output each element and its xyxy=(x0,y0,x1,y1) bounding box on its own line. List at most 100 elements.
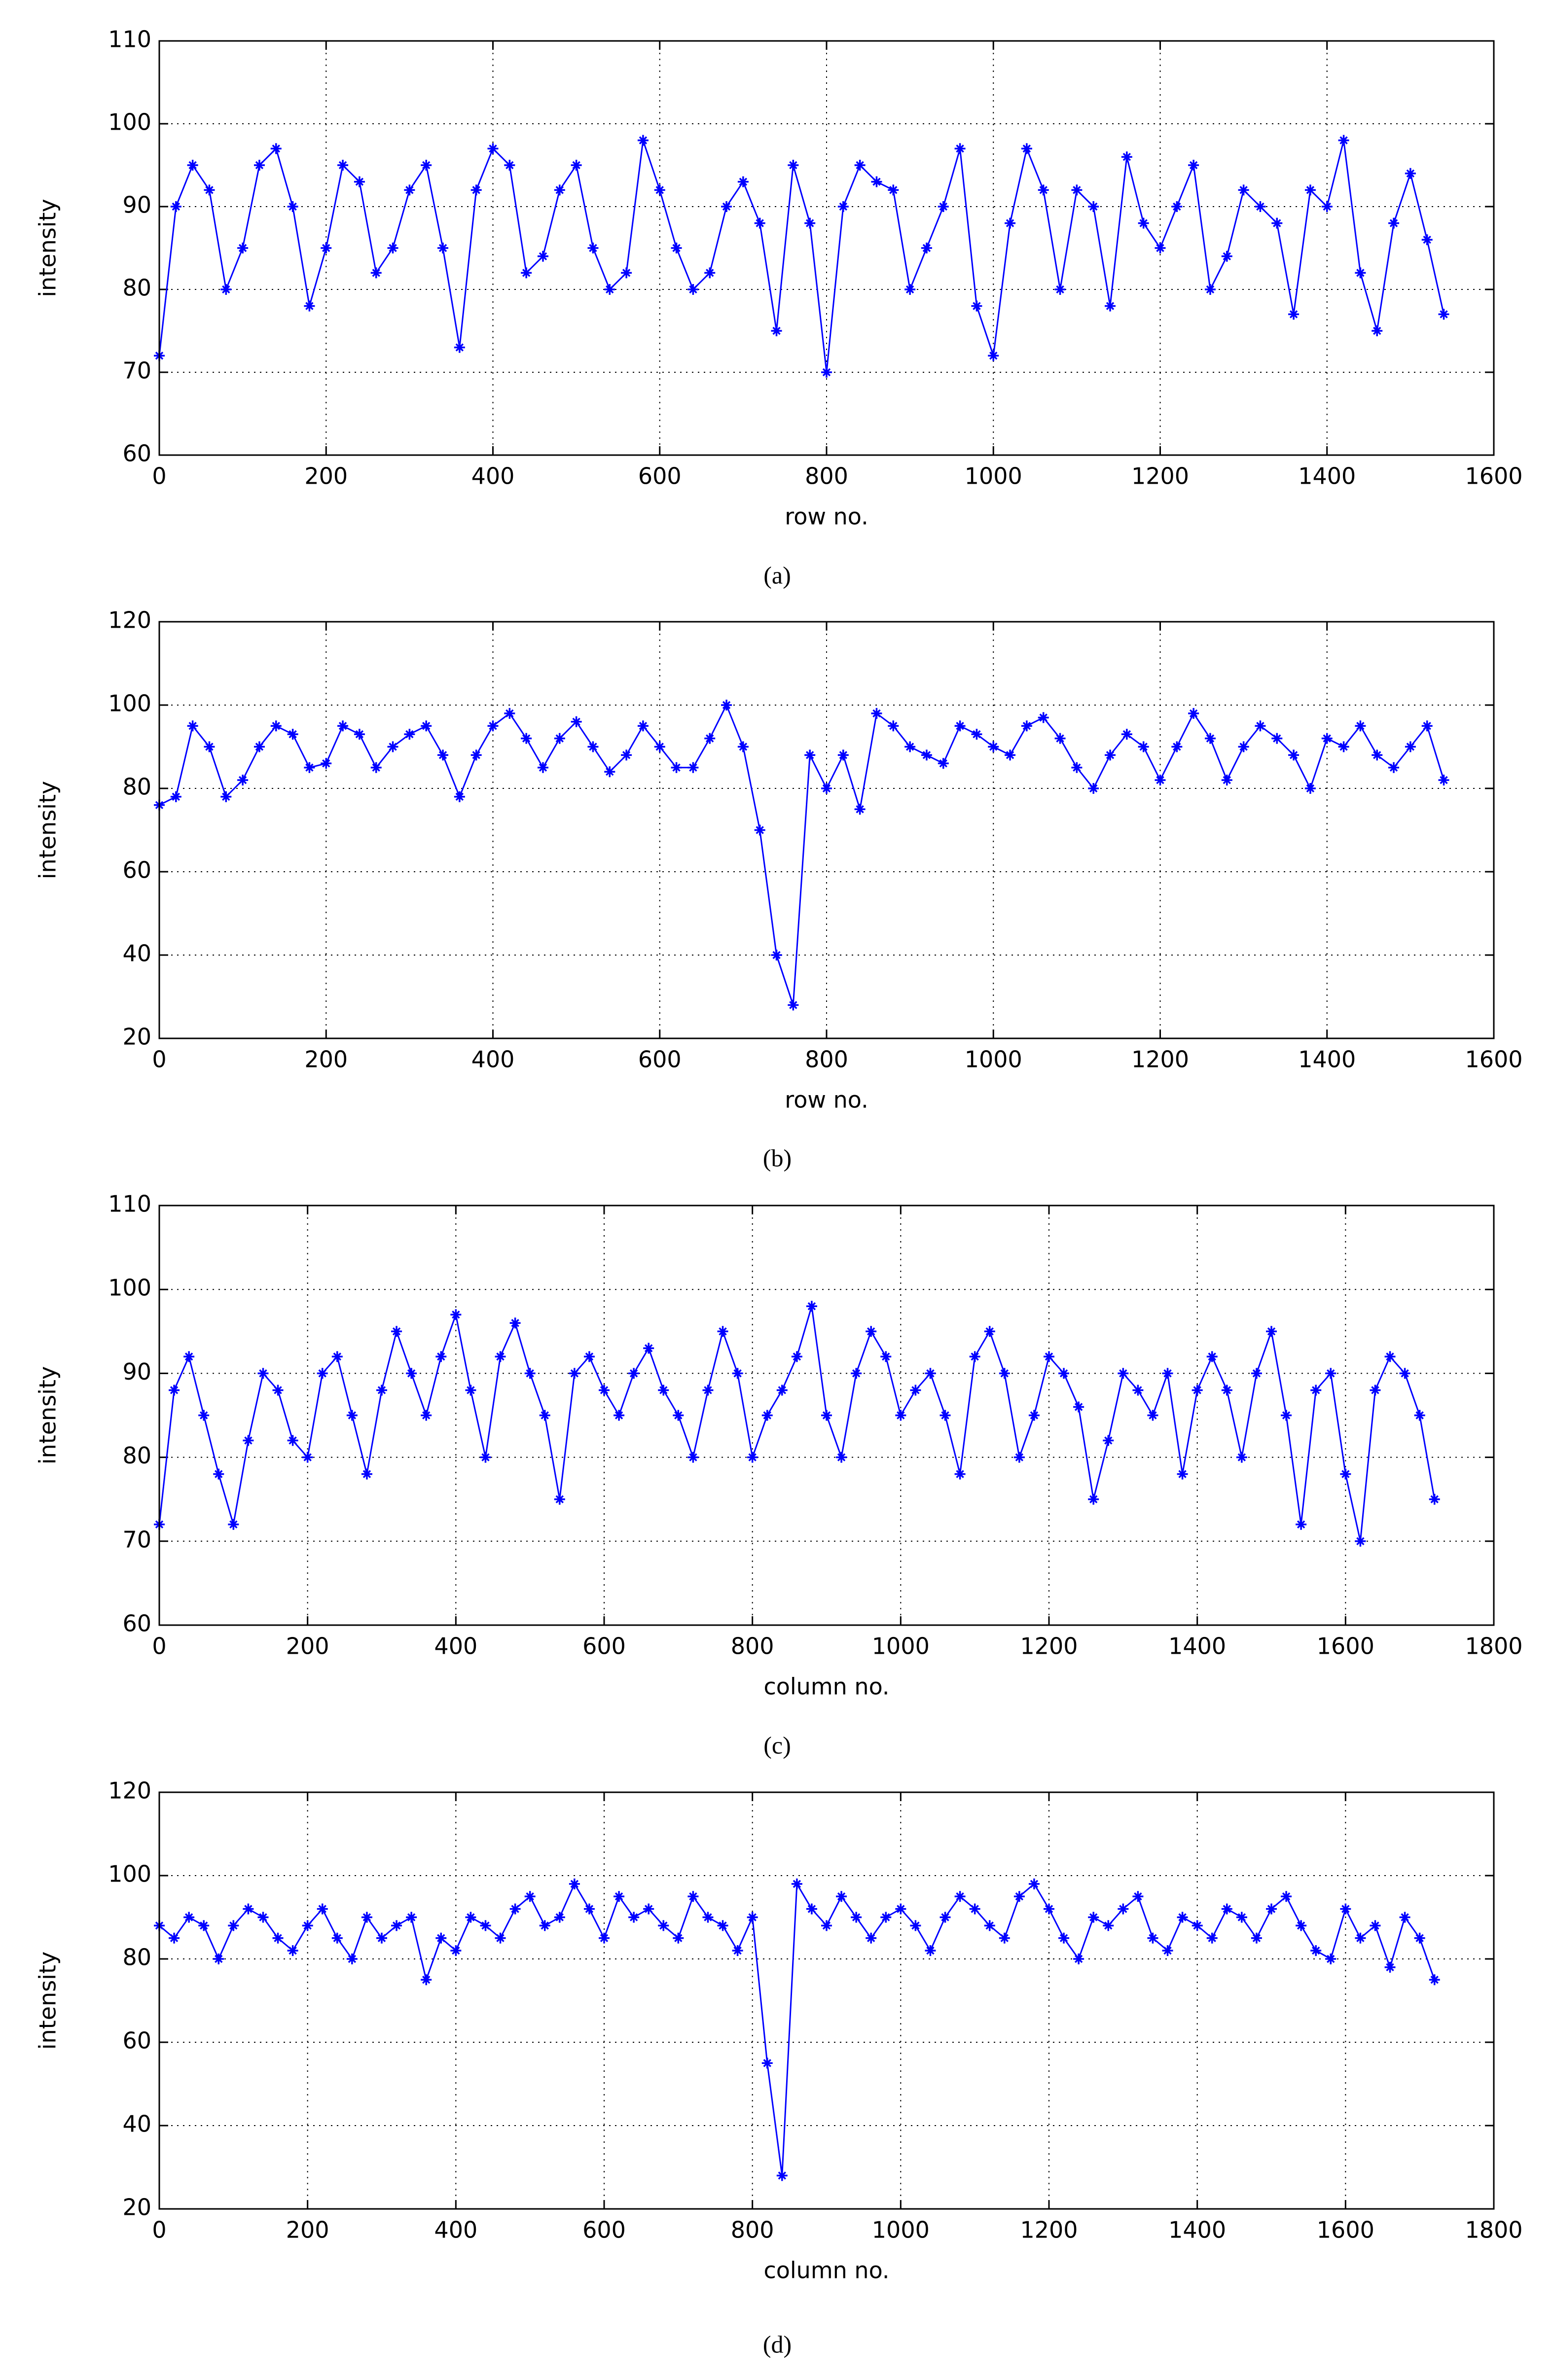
y-tick-label: 70 xyxy=(122,357,151,384)
data-marker xyxy=(470,184,482,196)
data-marker xyxy=(331,1932,343,1944)
data-marker xyxy=(317,1903,328,1915)
data-marker xyxy=(1192,1385,1203,1396)
x-tick-label: 800 xyxy=(731,2217,774,2243)
data-marker xyxy=(1162,1368,1173,1379)
x-tick-label: 1000 xyxy=(872,2217,930,2243)
data-marker xyxy=(1221,1903,1232,1915)
data-marker xyxy=(1088,1493,1099,1505)
data-marker xyxy=(524,1368,536,1379)
data-marker xyxy=(1238,184,1249,196)
data-marker xyxy=(999,1368,1010,1379)
data-marker xyxy=(880,1351,892,1362)
data-marker xyxy=(187,720,198,732)
data-marker xyxy=(1138,741,1149,752)
data-marker xyxy=(621,749,632,761)
data-marker xyxy=(643,1903,654,1915)
x-tick-label: 1000 xyxy=(965,463,1022,490)
y-tick-label: 100 xyxy=(108,1861,151,1887)
data-marker xyxy=(717,1326,728,1337)
data-marker xyxy=(904,284,916,295)
data-marker xyxy=(821,367,832,378)
data-marker xyxy=(791,1351,802,1362)
data-marker xyxy=(387,243,398,253)
y-tick-label: 100 xyxy=(108,690,151,717)
x-tick-label: 1800 xyxy=(1465,1633,1522,1660)
plot-area xyxy=(159,1792,1494,2209)
data-marker xyxy=(1206,1932,1218,1944)
data-marker xyxy=(938,201,949,212)
data-marker xyxy=(895,1903,906,1915)
data-marker xyxy=(1118,1903,1129,1915)
data-marker xyxy=(1251,1368,1262,1379)
data-marker xyxy=(1058,1932,1070,1944)
data-marker xyxy=(1132,1891,1144,1902)
data-marker xyxy=(771,325,782,336)
data-marker xyxy=(287,1945,298,1956)
data-marker xyxy=(895,1410,906,1421)
y-tick-label: 110 xyxy=(108,1191,151,1217)
data-marker xyxy=(1028,1878,1040,1889)
data-marker xyxy=(1355,267,1366,279)
data-marker xyxy=(1310,1385,1322,1396)
data-marker xyxy=(821,1410,832,1421)
data-marker xyxy=(270,720,282,732)
data-marker xyxy=(554,1912,565,1923)
data-marker xyxy=(480,1920,491,1931)
data-marker xyxy=(391,1920,402,1931)
x-axis-label: column no. xyxy=(763,1673,889,1700)
data-marker xyxy=(971,729,982,740)
x-tick-label: 1800 xyxy=(1465,2217,1522,2243)
data-marker xyxy=(1255,201,1266,212)
caption: (a) xyxy=(763,561,791,589)
data-marker xyxy=(732,1368,743,1379)
x-tick-label: 1600 xyxy=(1465,1046,1522,1073)
data-marker xyxy=(317,1368,328,1379)
data-marker xyxy=(1073,1401,1084,1413)
data-marker xyxy=(821,1920,832,1931)
data-marker xyxy=(1121,729,1132,740)
data-marker xyxy=(272,1932,284,1944)
data-marker xyxy=(204,184,215,196)
data-marker xyxy=(583,1351,595,1362)
data-marker xyxy=(1238,741,1249,752)
data-marker xyxy=(480,1452,491,1463)
data-marker xyxy=(1147,1932,1158,1944)
data-marker xyxy=(1384,1351,1396,1362)
data-marker xyxy=(791,1878,802,1889)
data-marker xyxy=(1177,1912,1188,1923)
data-marker xyxy=(1304,783,1316,794)
data-marker xyxy=(537,250,548,262)
data-marker xyxy=(1088,783,1099,794)
data-marker xyxy=(587,741,599,752)
data-marker xyxy=(788,160,799,171)
x-axis-label: column no. xyxy=(763,2257,889,2284)
data-marker xyxy=(571,716,582,727)
data-marker xyxy=(404,184,415,196)
x-tick-label: 600 xyxy=(638,1046,682,1073)
data-marker xyxy=(637,720,649,732)
data-marker xyxy=(361,1912,372,1923)
data-marker xyxy=(821,783,832,794)
data-marker xyxy=(804,749,816,761)
data-marker xyxy=(1372,325,1383,336)
data-marker xyxy=(771,950,782,960)
data-marker xyxy=(880,1912,892,1923)
data-marker xyxy=(287,1435,298,1446)
data-marker xyxy=(866,1932,877,1944)
data-marker xyxy=(450,1309,462,1320)
data-marker xyxy=(1266,1903,1277,1915)
x-tick-label: 1000 xyxy=(965,1046,1022,1073)
data-marker xyxy=(1054,284,1066,295)
data-marker xyxy=(604,284,615,295)
data-marker xyxy=(304,762,315,773)
data-marker xyxy=(583,1903,595,1915)
data-marker xyxy=(1088,201,1099,212)
data-marker xyxy=(804,217,816,229)
data-marker xyxy=(939,1410,951,1421)
data-marker xyxy=(954,1891,966,1902)
data-marker xyxy=(539,1410,550,1421)
x-tick-label: 1200 xyxy=(1131,1046,1189,1073)
y-tick-label: 20 xyxy=(122,2194,151,2221)
x-tick-label: 200 xyxy=(304,463,348,490)
